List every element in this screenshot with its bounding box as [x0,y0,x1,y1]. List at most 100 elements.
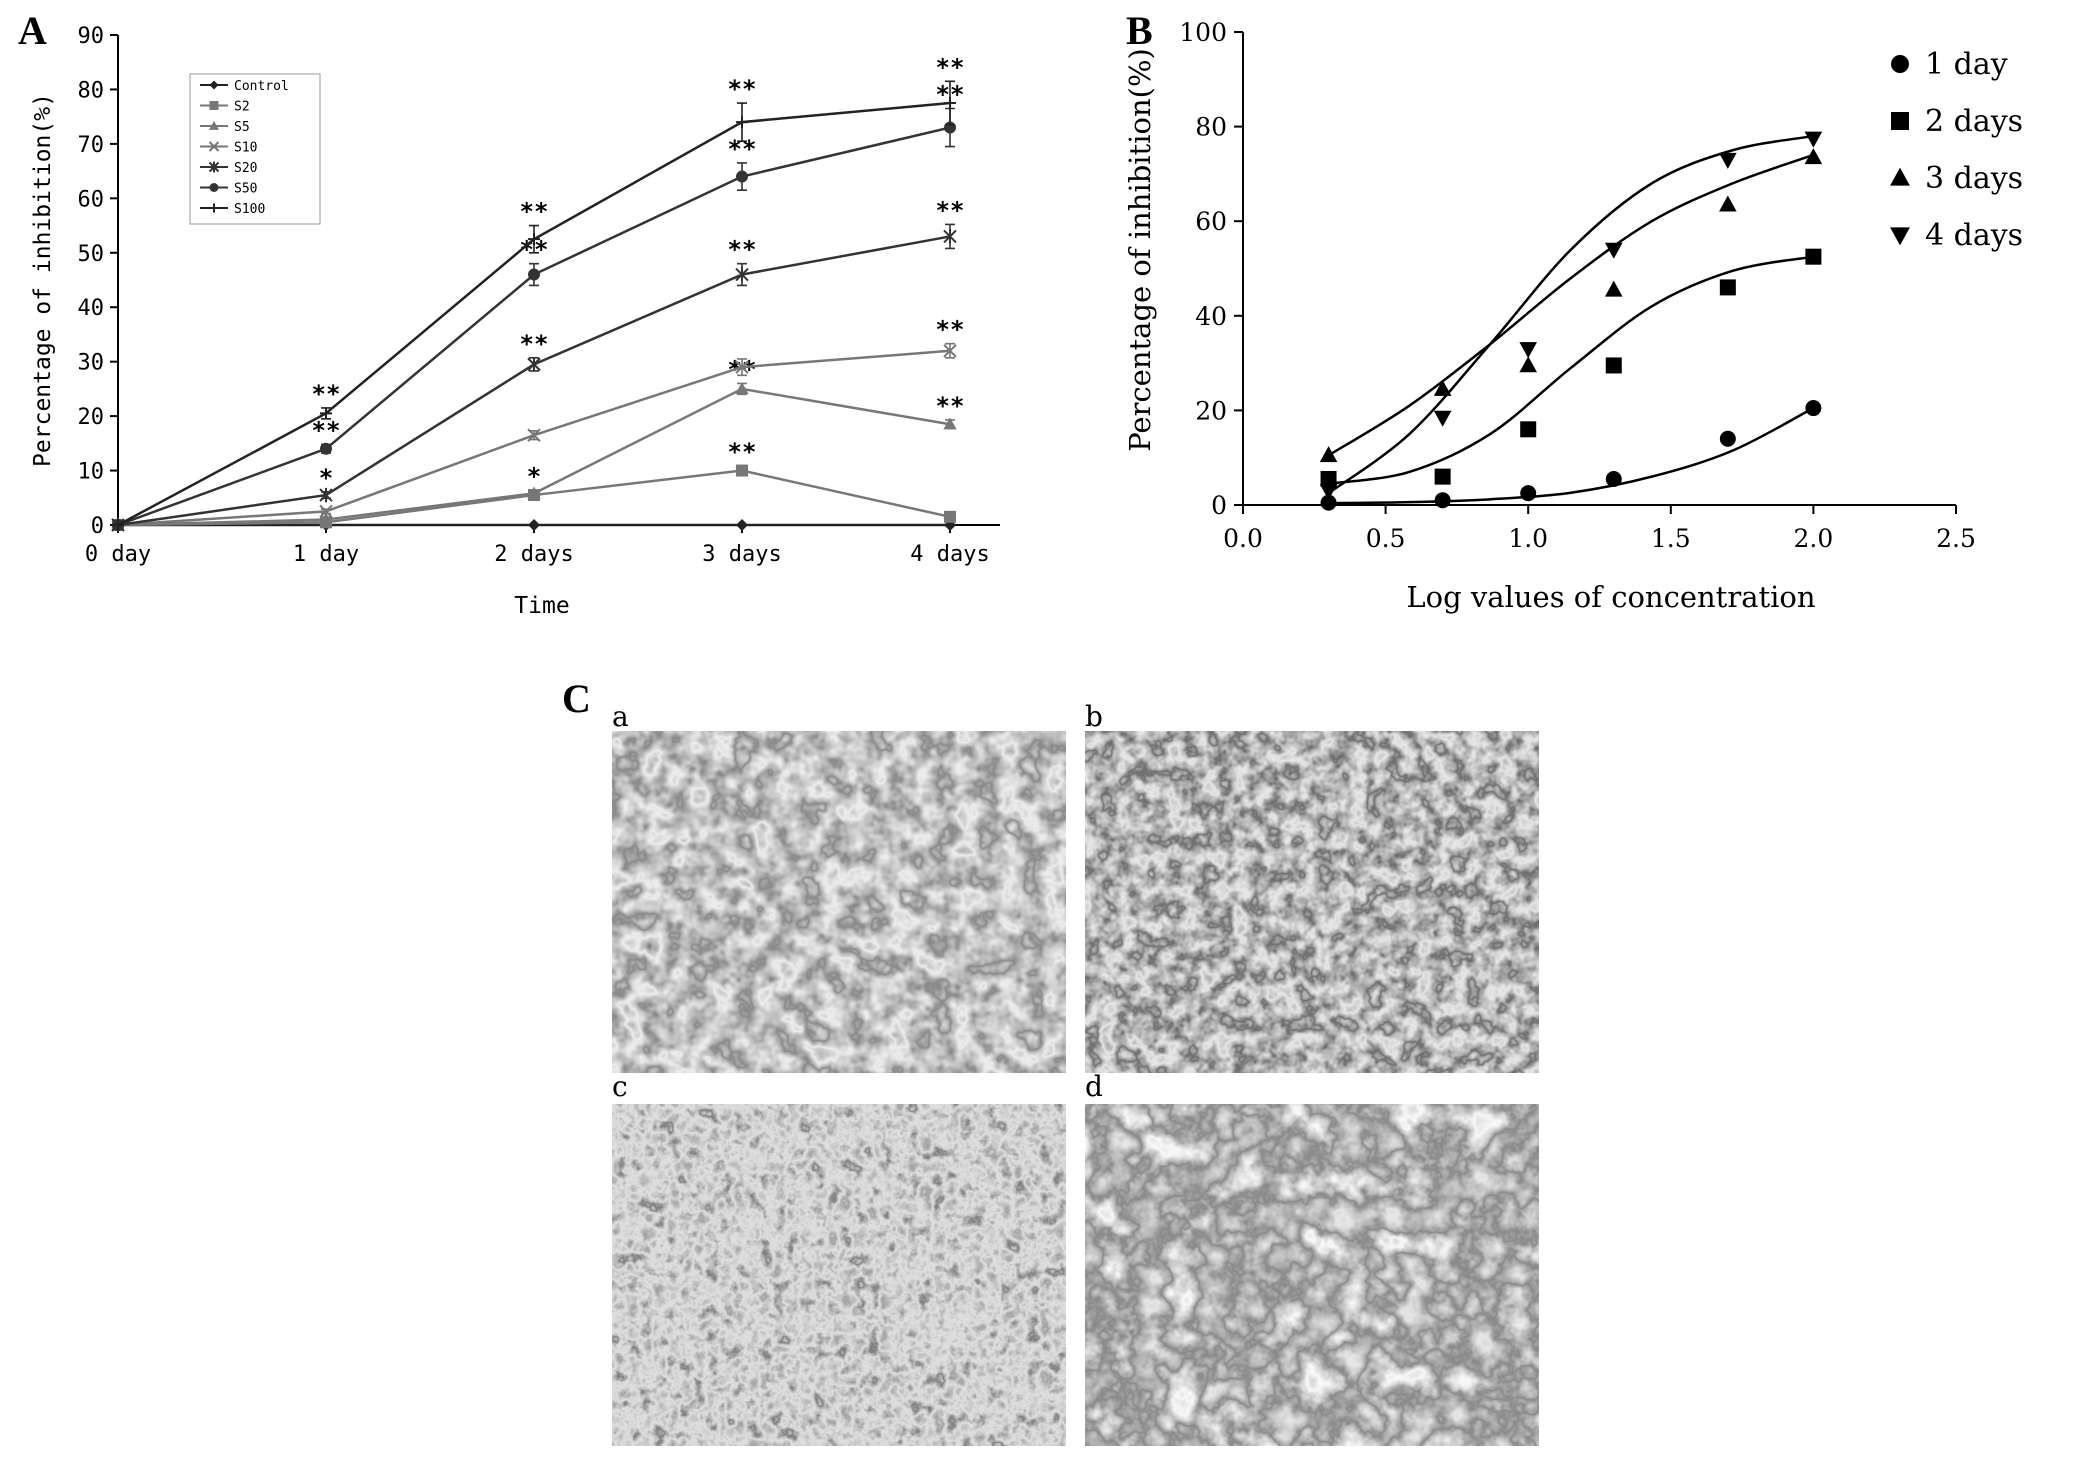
chart-b-point [1804,131,1823,148]
chart-a-point [943,344,957,358]
chart-a-y-tick-label: 80 [78,78,105,103]
chart-a-x-tick-label: 0 day [85,542,151,567]
chart-a-point [319,504,333,519]
chart-b-point [1520,421,1537,438]
chart-a-point-shape [528,519,540,531]
chart-a-y-tick-label: 50 [78,242,105,267]
chart-b-point-shape [1519,356,1537,373]
chart-b-point-shape [1520,421,1537,438]
chart-a-significance-label: ** [728,236,757,264]
chart-b-point [1433,410,1452,427]
chart-b-point [1433,379,1452,396]
chart-a-significance-label: ** [520,330,549,358]
panel-c-micrographs: a b c d [612,700,1539,1446]
chart-b-legend-marker [1890,227,1910,246]
chart-a-point [319,512,333,525]
chart-b-legend-marker-shape [1890,167,1910,186]
chart-b-point-shape [1519,342,1537,359]
chart-a-legend-marker-shape [208,141,220,152]
chart-a-point-shape [527,486,541,499]
micrograph-d [1085,1104,1539,1446]
chart-b-x-tick-label: 0.5 [1366,524,1406,553]
chart-b-point-shape [1804,148,1823,165]
chart-a-significance-label: ** [936,316,965,344]
chart-a-point [735,360,749,374]
chart-b-x-tick-label: 0.0 [1223,524,1263,553]
chart-a-y-tick-label: 40 [78,296,105,321]
chart-b-point [1604,280,1623,297]
chart-b-point-shape [1320,494,1337,511]
chart-a-point-shape [944,510,956,523]
chart-a-point [528,519,540,531]
chart-b-point-shape [1320,470,1337,487]
chart-b-point [1519,342,1537,359]
chart-a-point-shape [528,233,540,246]
chart-a-significance-label: ** [936,392,965,420]
chart-a-point [320,407,332,420]
chart-a-point-shape [319,512,333,525]
chart-b-fit-curve [1327,153,1814,457]
chart-b-point [1719,195,1737,212]
chart-a-y-label: Percentage of inhibition(%) [30,93,56,467]
chart-a-point-shape [112,519,124,531]
chart-a-y-tick-label: 30 [78,351,105,376]
chart-a-point [112,519,124,531]
chart-a-point [736,519,748,531]
chart-b-point [1520,485,1537,502]
chart-b-point [1804,148,1823,165]
chart-b-point [1320,470,1337,487]
micrograph-b [1085,731,1539,1073]
chart-b-legend-marker-shape [1891,112,1909,130]
chart-b-point-shape [1605,470,1622,487]
chart-a-point [528,268,540,281]
chart-a-point-shape [736,170,748,183]
chart-a-point [944,97,956,110]
chart-a-legend-marker [209,101,219,110]
chart-b-legend-label: 4 days [1925,218,2023,253]
chart-b-point [1805,248,1822,265]
chart-a-legend-marker [208,161,220,173]
chart-a-point-shape [735,360,749,374]
chart-a-point [527,428,541,442]
chart-a-point-shape [943,229,957,244]
chart-a-point-shape [528,268,540,281]
chart-b: 0 20 40 60 80 100 0.0 0.5 1.0 1.5 2.0 2.5 1 day 2 d… [1123,18,2023,614]
chart-a-legend-marker [209,80,219,90]
chart-a-point [943,229,957,244]
chart-b-point [1719,152,1737,169]
chart-b-point [1320,494,1337,511]
chart-b-y-label: Percentage of inhibition(%) [1123,48,1157,452]
chart-b-legend: 1 day 2 days 3 days 4 days [1890,47,2023,253]
chart-b-point [1319,484,1338,501]
chart-b-point-shape [1719,279,1736,296]
chart-b-point-shape [1804,131,1823,148]
chart-b-x-label: Log values of concentration [1406,580,1815,614]
chart-b-point [1605,357,1622,374]
chart-a-point-shape [943,344,957,358]
micrograph-label-c: c [612,1070,628,1103]
chart-a-legend-marker-shape [209,120,219,130]
chart-a-point-shape [319,504,333,519]
chart-a-point [944,510,956,523]
chart-b-x-tick-label: 2.0 [1794,524,1834,553]
chart-a-point [527,357,541,372]
panel-label-c: C [562,676,591,721]
chart-b-y-tick-label: 60 [1195,207,1227,236]
chart-a-significance-label: * [319,464,333,492]
chart-b-point-shape [1434,468,1451,485]
micrograph-a [612,731,1066,1073]
chart-b-point-shape [1805,400,1822,417]
chart-b-point-shape [1433,379,1452,396]
chart-b-x-tick-label: 1.0 [1508,524,1548,553]
chart-b-point-shape [1319,446,1338,463]
chart-b-point-shape [1719,195,1737,212]
chart-b-legend-marker [1891,55,1909,73]
chart-a-point [320,442,332,455]
chart-b-point [1434,468,1451,485]
chart-b-x-tick-label: 1.5 [1651,524,1691,553]
chart-a-point-shape [735,267,749,282]
chart-a-legend-marker [208,141,220,152]
chart-b-legend-label: 2 days [1925,104,2023,139]
chart-b-y-tick-label: 40 [1195,302,1227,331]
